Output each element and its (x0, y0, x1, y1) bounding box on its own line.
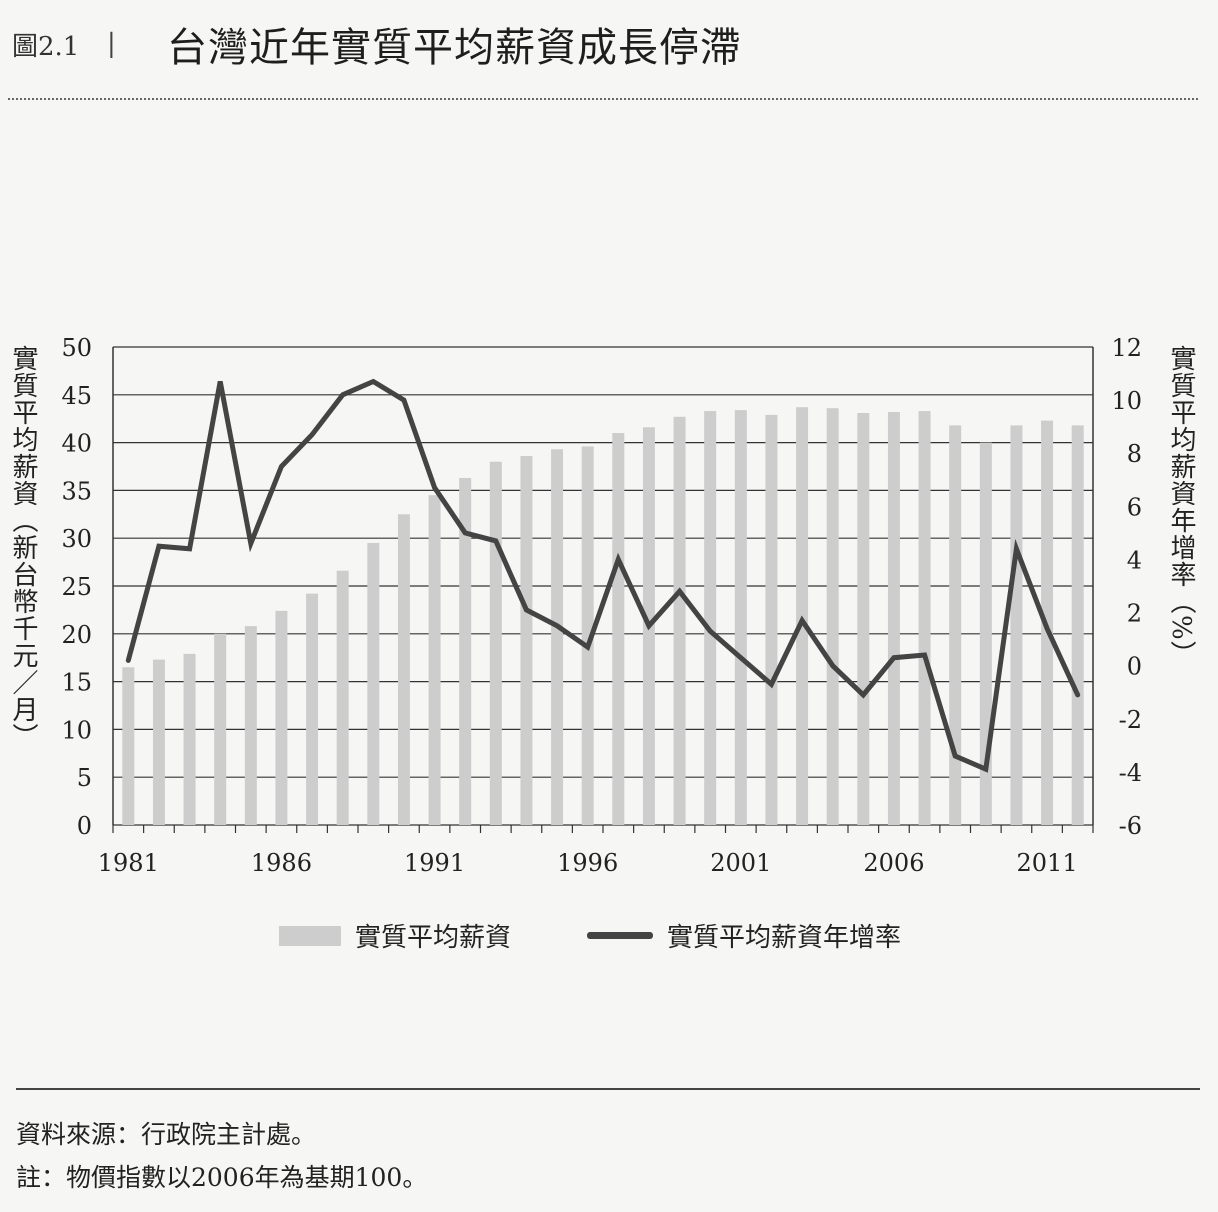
bar (581, 446, 594, 825)
x-tick-label: 1996 (557, 849, 618, 877)
legend-item-line: 實質平均薪資年增率 (587, 917, 901, 954)
bar (887, 412, 900, 825)
bar (765, 414, 778, 825)
left-tick-label: 15 (61, 669, 92, 697)
right-tick-label: 0 (1127, 653, 1142, 681)
bar (397, 514, 410, 825)
right-axis-label: 實質平均薪資年增率（%） (1166, 345, 1196, 668)
bar (152, 659, 165, 825)
right-tick-label: 6 (1127, 493, 1142, 521)
figure-header: 圖2.1 | 台灣近年實質平均薪資成長停滯 (12, 14, 741, 74)
bar (183, 653, 196, 825)
left-axis-label: 實質平均薪資（新台幣千元／月） (8, 345, 38, 750)
left-tick-label: 30 (61, 525, 92, 553)
base-year-note: 註：物價指數以2006年為基期100。 (16, 1163, 428, 1192)
left-tick-label: 35 (61, 477, 92, 505)
bar (949, 425, 962, 825)
bar (734, 410, 747, 825)
x-tick-label: 2006 (863, 849, 924, 877)
left-tick-label: 25 (61, 573, 92, 601)
growth-rate-line (125, 378, 1081, 773)
right-tick-label: -6 (1119, 812, 1142, 840)
left-tick-label: 45 (61, 382, 92, 410)
bar (857, 412, 870, 825)
figure-title: 台灣近年實質平均薪資成長停滯 (167, 25, 741, 71)
figure-separator: | (107, 29, 116, 59)
right-tick-label: 10 (1111, 387, 1142, 415)
bar (918, 411, 931, 825)
left-tick-label: 50 (61, 334, 92, 362)
right-tick-label: -4 (1119, 759, 1142, 787)
left-tick-label: 20 (61, 621, 92, 649)
right-tick-label: 8 (1127, 440, 1142, 468)
bar (275, 610, 288, 825)
legend-bar-swatch (279, 925, 341, 946)
bar (244, 626, 257, 825)
legend-line-swatch (587, 932, 653, 939)
figure-label: 圖2.1 (12, 31, 80, 62)
x-tick-label: 1981 (98, 849, 159, 877)
bar (459, 477, 472, 825)
right-tick-label: 4 (1127, 546, 1142, 574)
bar (489, 461, 502, 825)
bar (673, 416, 686, 825)
notes-divider (16, 1088, 1200, 1090)
right-tick-label: 2 (1127, 600, 1142, 628)
source-note: 資料來源：行政院主計處。 (16, 1120, 317, 1149)
bar (704, 411, 717, 825)
bar (122, 667, 135, 825)
bar (612, 433, 625, 825)
left-tick-label: 5 (77, 764, 92, 792)
x-tick-label: 2011 (1017, 849, 1078, 877)
legend-line-label: 實質平均薪資年增率 (667, 923, 902, 953)
legend-item-bar: 實質平均薪資 (279, 917, 511, 954)
bar (551, 449, 564, 825)
bar (428, 495, 441, 825)
bar (520, 455, 533, 825)
x-tick-label: 1986 (251, 849, 312, 877)
x-tick-label: 1991 (404, 849, 465, 877)
right-tick-label: 12 (1111, 334, 1142, 362)
bar (826, 408, 839, 825)
right-tick-label: -2 (1119, 706, 1142, 734)
bar (214, 633, 227, 825)
bar (336, 570, 349, 825)
bar (1071, 425, 1084, 825)
left-tick-label: 0 (77, 812, 92, 840)
bar (1010, 425, 1023, 825)
left-tick-label: 40 (61, 430, 92, 458)
title-divider (8, 98, 1198, 100)
x-tick-label: 2001 (710, 849, 771, 877)
left-tick-label: 10 (61, 716, 92, 744)
legend-bar-label: 實質平均薪資 (355, 923, 512, 953)
bar (367, 542, 380, 825)
bar (306, 593, 319, 825)
legend: 實質平均薪資 實質平均薪資年增率 (0, 917, 1218, 957)
